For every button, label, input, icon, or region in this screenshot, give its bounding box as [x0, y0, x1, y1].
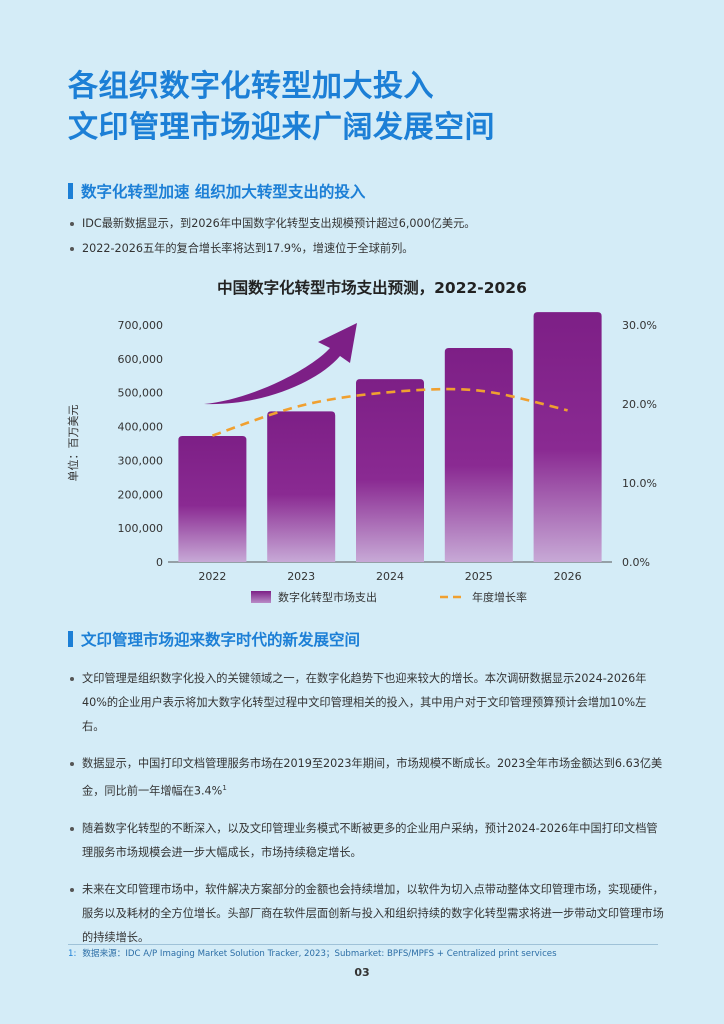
list-item-text: 数据显示，中国打印文档管理服务市场在2019至2023年期间，市场规模不断成长。…	[82, 757, 663, 798]
page-title: 各组织数字化转型加大投入 文印管理市场迎来广阔发展空间	[68, 66, 495, 148]
footnote-ref: 1	[222, 784, 227, 792]
bar-2022	[178, 436, 247, 562]
bar-2026	[533, 312, 602, 562]
section-2-heading-text: 文印管理市场迎来数字时代的新发展空间	[81, 631, 361, 649]
list-item: 2022-2026五年的复合增长率将达到17.9%，增速位于全球前列。	[68, 241, 668, 257]
heading-bar-marker	[68, 631, 73, 647]
x-tick-label: 2026	[554, 570, 582, 583]
y-tick-label: 700,000	[118, 319, 164, 332]
y2-axis-ticks: 0.0% 10.0% 20.0% 30.0%	[622, 319, 657, 569]
y2-tick-label: 30.0%	[622, 319, 657, 332]
footnote: 1: 数据来源：IDC A/P Imaging Market Solution T…	[68, 944, 658, 959]
chart-title: 中国数字化转型市场支出预测，2022-2026	[217, 278, 527, 297]
page-number: 03	[354, 966, 370, 979]
x-tick-label: 2024	[376, 570, 404, 583]
section-1-bullets: IDC最新数据显示，到2026年中国数字化转型支出规模预计超过6,000亿美元。…	[68, 216, 668, 266]
bar-series	[178, 312, 602, 562]
growth-arrow-icon	[204, 323, 357, 405]
heading-bar-marker	[68, 183, 73, 199]
section-1-heading: 数字化转型加速 组织加大转型支出的投入	[68, 180, 365, 202]
list-item: 数据显示，中国打印文档管理服务市场在2019至2023年期间，市场规模不断成长。…	[68, 752, 668, 804]
x-tick-label: 2025	[465, 570, 493, 583]
legend-line-label: 年度增长率	[472, 590, 527, 604]
chart-legend: 数字化转型市场支出 年度增长率	[251, 590, 527, 604]
x-tick-label: 2022	[198, 570, 226, 583]
y2-tick-label: 20.0%	[622, 398, 657, 411]
x-axis-ticks: 2022 2023 2024 2025 2026	[198, 570, 581, 583]
list-item: 随着数字化转型的不断深入，以及文印管理业务模式不断被更多的企业用户采纳，预计20…	[68, 817, 668, 865]
section-1-heading-text: 数字化转型加速 组织加大转型支出的投入	[81, 183, 366, 201]
market-spending-chart: 中国数字化转型市场支出预测，2022-2026 单位：百万美元 0 100,000…	[66, 278, 657, 604]
title-line-1: 各组织数字化转型加大投入	[68, 69, 434, 104]
list-item: 未来在文印管理市场中，软件解决方案部分的金额也会持续增加，以软件为切入点带动整体…	[68, 878, 668, 950]
section-2-bullets: 文印管理是组织数字化投入的关键领域之一，在数字化趋势下也迎来较大的增长。本次调研…	[68, 667, 668, 963]
y-axis-label: 单位：百万美元	[66, 405, 80, 482]
bar-2024	[356, 379, 424, 562]
y-tick-label: 100,000	[118, 522, 164, 535]
chart-container: 中国数字化转型市场支出预测，2022-2026 单位：百万美元 0 100,000…	[0, 270, 724, 620]
legend-bar-swatch	[251, 591, 271, 603]
bar-2023	[267, 411, 336, 562]
growth-rate-line	[211, 387, 568, 437]
y-tick-label: 600,000	[118, 353, 164, 366]
y2-tick-label: 10.0%	[622, 477, 657, 490]
y-tick-label: 0	[156, 556, 163, 569]
footnote-number: 1:	[68, 949, 77, 959]
x-tick-label: 2023	[287, 570, 315, 583]
section-2-heading: 文印管理市场迎来数字时代的新发展空间	[68, 628, 360, 650]
y2-tick-label: 0.0%	[622, 556, 650, 569]
y-tick-label: 200,000	[118, 488, 164, 501]
legend-bar-label: 数字化转型市场支出	[278, 590, 377, 604]
y-tick-label: 400,000	[118, 421, 164, 434]
y-axis-ticks: 0 100,000 200,000 300,000 400,000 500,000 600,…	[118, 319, 164, 569]
y-tick-label: 500,000	[118, 387, 164, 400]
y-tick-label: 300,000	[118, 454, 164, 467]
list-item: 文印管理是组织数字化投入的关键领域之一，在数字化趋势下也迎来较大的增长。本次调研…	[68, 667, 668, 739]
title-line-2: 文印管理市场迎来广阔发展空间	[68, 110, 495, 145]
list-item: IDC最新数据显示，到2026年中国数字化转型支出规模预计超过6,000亿美元。	[68, 216, 668, 232]
bar-2025	[444, 348, 513, 562]
footnote-text: 数据来源：IDC A/P Imaging Market Solution Tra…	[82, 949, 557, 959]
